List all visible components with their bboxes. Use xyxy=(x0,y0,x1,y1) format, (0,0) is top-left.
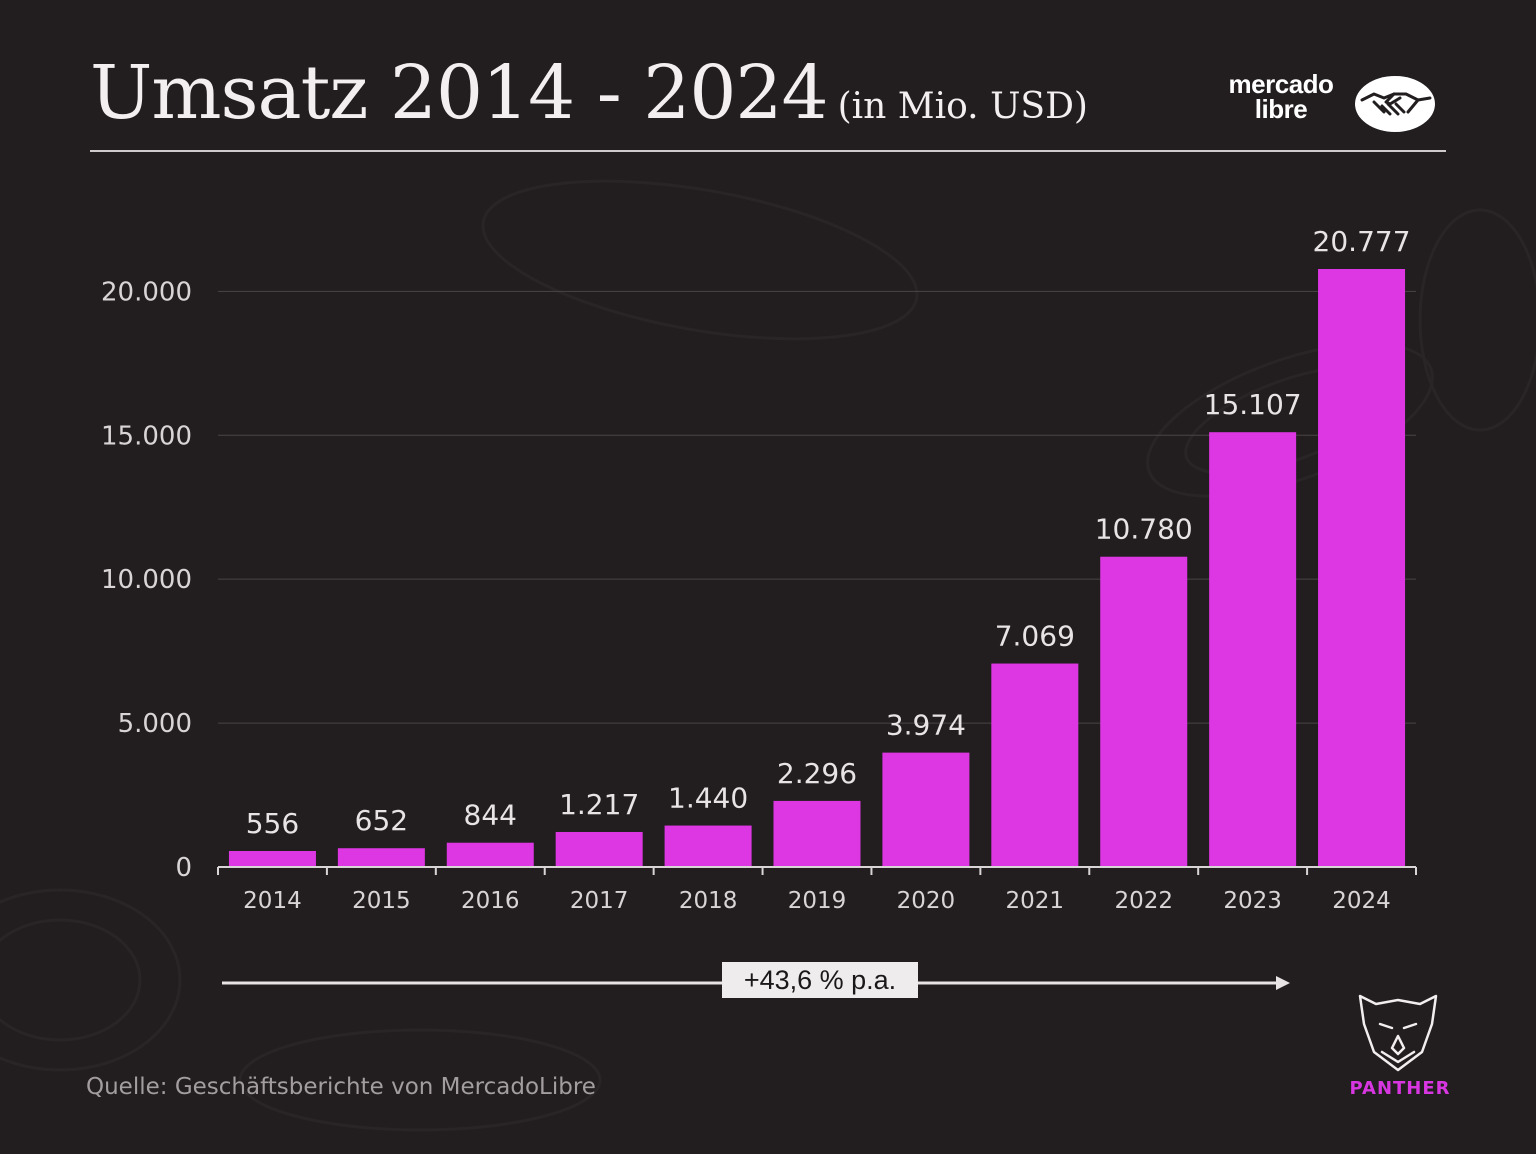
bar-2015 xyxy=(337,848,425,867)
data-label-2014: 556 xyxy=(246,807,299,840)
y-tick-label: 20.000 xyxy=(101,277,192,307)
bar-2022 xyxy=(1100,556,1188,867)
y-tick-label: 0 xyxy=(175,853,192,883)
data-label-2019: 2.296 xyxy=(777,757,857,790)
bar-2024 xyxy=(1318,269,1406,867)
x-tick-label: 2016 xyxy=(461,888,520,914)
x-tick-label: 2020 xyxy=(897,888,956,914)
title-unit: (in Mio. USD) xyxy=(837,86,1088,127)
data-label-2022: 10.780 xyxy=(1095,513,1193,546)
x-tick-label: 2014 xyxy=(243,888,302,914)
data-label-2023: 15.107 xyxy=(1204,388,1302,421)
bar-2019 xyxy=(773,800,861,867)
data-label-2017: 1.217 xyxy=(559,788,639,821)
data-label-2018: 1.440 xyxy=(668,782,748,815)
y-tick-label: 15.000 xyxy=(101,421,192,451)
panther-wordmark: PANTHER xyxy=(1349,1078,1451,1099)
source-note: Quelle: Geschäftsberichte von MercadoLib… xyxy=(86,1074,596,1100)
y-tick-label: 5.000 xyxy=(118,709,192,739)
data-label-2024: 20.777 xyxy=(1313,225,1411,258)
growth-rate-badge: +43,6 % p.a. xyxy=(722,962,918,998)
brand-line-1: mercado xyxy=(1228,69,1334,99)
brand-logo: mercado libre xyxy=(1214,69,1440,136)
brand-line-2: libre xyxy=(1254,94,1308,124)
page-title: Umsatz 2014 - 2024 (in Mio. USD) xyxy=(90,50,1088,136)
bar-2021 xyxy=(991,663,1079,867)
panther-head-icon xyxy=(1358,994,1438,1072)
data-label-2021: 7.069 xyxy=(995,620,1075,653)
y-tick-label: 10.000 xyxy=(101,565,192,595)
title-divider xyxy=(90,150,1446,152)
bar-2020 xyxy=(882,752,970,867)
x-tick-label: 2023 xyxy=(1223,888,1282,914)
x-tick-label: 2017 xyxy=(570,888,629,914)
data-label-2020: 3.974 xyxy=(886,709,966,742)
data-label-2015: 652 xyxy=(355,804,408,837)
bar-2017 xyxy=(555,831,643,867)
handshake-icon xyxy=(1355,76,1435,132)
brand-wordmark: mercado libre xyxy=(1214,69,1348,124)
x-tick-label: 2024 xyxy=(1332,888,1391,914)
bar-2016 xyxy=(446,842,534,867)
x-tick-label: 2021 xyxy=(1006,888,1065,914)
x-tick-label: 2015 xyxy=(352,888,411,914)
data-label-2016: 844 xyxy=(464,799,517,832)
bar-2018 xyxy=(664,825,752,867)
bar-2023 xyxy=(1209,432,1297,867)
bar-2014 xyxy=(228,850,316,867)
x-tick-label: 2022 xyxy=(1114,888,1173,914)
title-main: Umsatz 2014 - 2024 xyxy=(90,50,829,136)
x-tick-label: 2018 xyxy=(679,888,738,914)
x-tick-label: 2019 xyxy=(788,888,847,914)
